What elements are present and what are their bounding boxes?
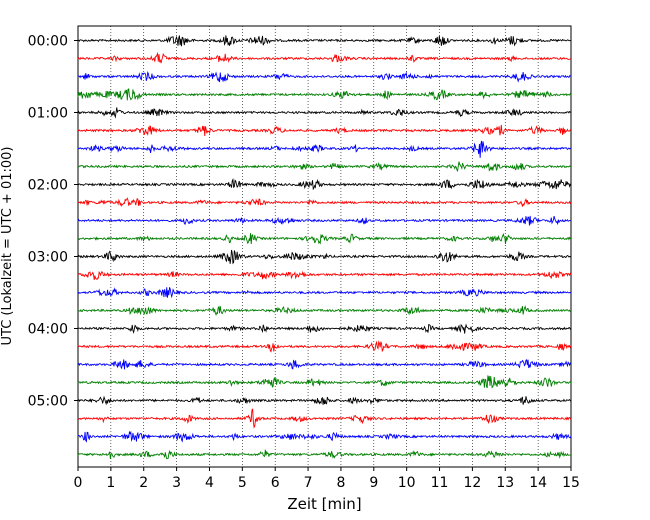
trace-line (77, 70, 572, 83)
trace-line (77, 323, 572, 335)
trace-line (77, 177, 572, 191)
trace-line (77, 107, 572, 119)
y-tick-label: 01:00 (28, 106, 68, 122)
x-axis-ticks: 0 1 2 3 4 5 6 7 8 9 10 11 12 13 14 15 (74, 467, 580, 491)
x-tick-label: 0 (74, 475, 83, 491)
trace-line (77, 395, 572, 406)
x-tick-label: 6 (271, 475, 280, 491)
x-tick-label: 3 (172, 475, 181, 491)
trace-line (77, 375, 572, 389)
y-axis-label: UTC (Lokalzeit = UTC + 01:00) (0, 147, 15, 346)
trace-line (77, 51, 572, 64)
trace-line (77, 124, 572, 136)
trace-line (77, 359, 572, 370)
y-tick-label: 03:00 (28, 250, 68, 266)
trace-line (77, 305, 572, 317)
y-tick-label: 02:00 (28, 178, 68, 194)
trace-line (77, 88, 572, 101)
trace-line (77, 270, 572, 281)
x-tick-label: 2 (139, 475, 148, 491)
x-tick-label: 1 (106, 475, 115, 491)
x-tick-label: 4 (205, 475, 214, 491)
y-tick-label: 04:00 (28, 322, 68, 338)
trace-line (77, 140, 572, 158)
x-tick-label: 12 (463, 475, 481, 491)
y-tick-label: 00:00 (28, 34, 68, 50)
x-tick-label: 7 (304, 475, 313, 491)
trace-line (77, 215, 572, 226)
x-tick-label: 14 (529, 475, 547, 491)
x-tick-label: 5 (238, 475, 247, 491)
x-axis-label: Zeit [min] (287, 495, 361, 513)
trace-line (77, 233, 572, 245)
trace-line (77, 287, 572, 299)
x-tick-label: 8 (336, 475, 345, 491)
trace-line (77, 340, 572, 353)
x-tick-label: 10 (398, 475, 416, 491)
trace-line (77, 197, 572, 208)
plot-area-frame (77, 25, 572, 468)
trace-line (77, 161, 572, 173)
x-tick-label: 11 (431, 475, 449, 491)
x-tick-label: 15 (562, 475, 580, 491)
trace-line (77, 408, 572, 429)
y-tick-label: 05:00 (28, 394, 68, 410)
trace-line (77, 35, 572, 47)
trace-line (77, 249, 572, 265)
x-tick-label: 13 (496, 475, 514, 491)
trace-group (77, 35, 572, 460)
trace-line (77, 449, 572, 460)
x-tick-label: 9 (369, 475, 378, 491)
trace-line (77, 430, 572, 443)
y-axis-ticks: 00:00 01:00 02:00 03:00 04:00 05:00 (28, 34, 78, 410)
